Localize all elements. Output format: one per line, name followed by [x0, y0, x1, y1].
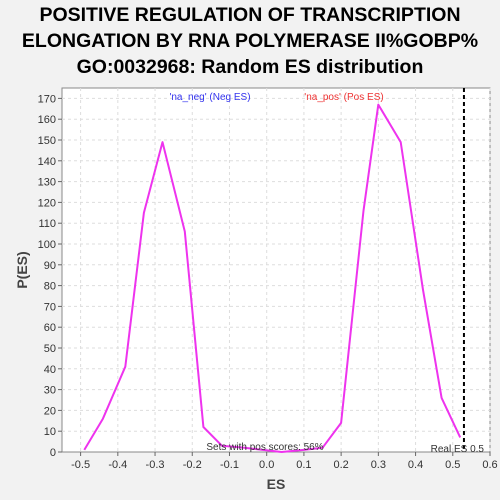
y-tick-label: 130 — [38, 177, 56, 189]
y-tick-label: 60 — [44, 322, 56, 334]
y-tick-label: 90 — [44, 260, 56, 272]
chart-title: POSITIVE REGULATION OF TRANSCRIPTION ELO… — [0, 2, 500, 80]
x-tick-label: -0.4 — [108, 459, 127, 471]
y-tick-label: 100 — [38, 239, 56, 251]
y-tick-label: 10 — [44, 426, 56, 438]
legend-pos-label: 'na_pos' (Pos ES) — [304, 92, 383, 103]
y-tick-label: 80 — [44, 281, 56, 293]
y-axis-title: P(ES) — [14, 251, 30, 288]
y-tick-label: 50 — [44, 343, 56, 355]
y-tick-label: 20 — [44, 405, 56, 417]
x-tick-label: 0.0 — [259, 459, 274, 471]
y-tick-label: 150 — [38, 135, 56, 147]
x-tick-label: 0.3 — [371, 459, 386, 471]
y-tick-label: 110 — [38, 218, 56, 230]
x-tick-label: -0.5 — [71, 459, 90, 471]
x-tick-label: 0.1 — [296, 459, 311, 471]
y-tick-label: 140 — [38, 156, 56, 168]
x-tick-label: -0.3 — [146, 459, 165, 471]
y-tick-label: 120 — [38, 197, 56, 209]
plot-area — [61, 87, 491, 453]
legend-neg-label: 'na_neg' (Neg ES) — [169, 92, 250, 103]
x-tick-label: 0.4 — [408, 459, 423, 471]
x-axis-title: ES — [267, 476, 286, 492]
x-tick-label: 0.6 — [482, 459, 497, 471]
x-tick-label: -0.2 — [183, 459, 202, 471]
y-tick-label: 170 — [38, 93, 56, 105]
y-tick-label: 70 — [44, 301, 56, 313]
pos-scores-annotation: Sets with pos scores: 56% — [206, 442, 323, 453]
y-tick-label: 160 — [38, 114, 56, 126]
y-tick-label: 0 — [50, 447, 56, 459]
x-tick-label: -0.1 — [220, 459, 239, 471]
real-es-label: Real ES 0.5 — [431, 444, 485, 455]
chart-title-line-1: POSITIVE REGULATION OF TRANSCRIPTION — [39, 4, 461, 26]
x-tick-label: 0.2 — [333, 459, 348, 471]
chart-title-line-3: GO:0032968: Random ES distribution — [76, 56, 424, 78]
chart-title-line-2: ELONGATION BY RNA POLYMERASE II%GOBP% — [21, 30, 479, 52]
x-tick-label: 0.5 — [445, 459, 460, 471]
y-tick-label: 40 — [44, 364, 56, 376]
es-distribution-line — [83, 103, 462, 453]
y-tick-label: 30 — [44, 385, 56, 397]
